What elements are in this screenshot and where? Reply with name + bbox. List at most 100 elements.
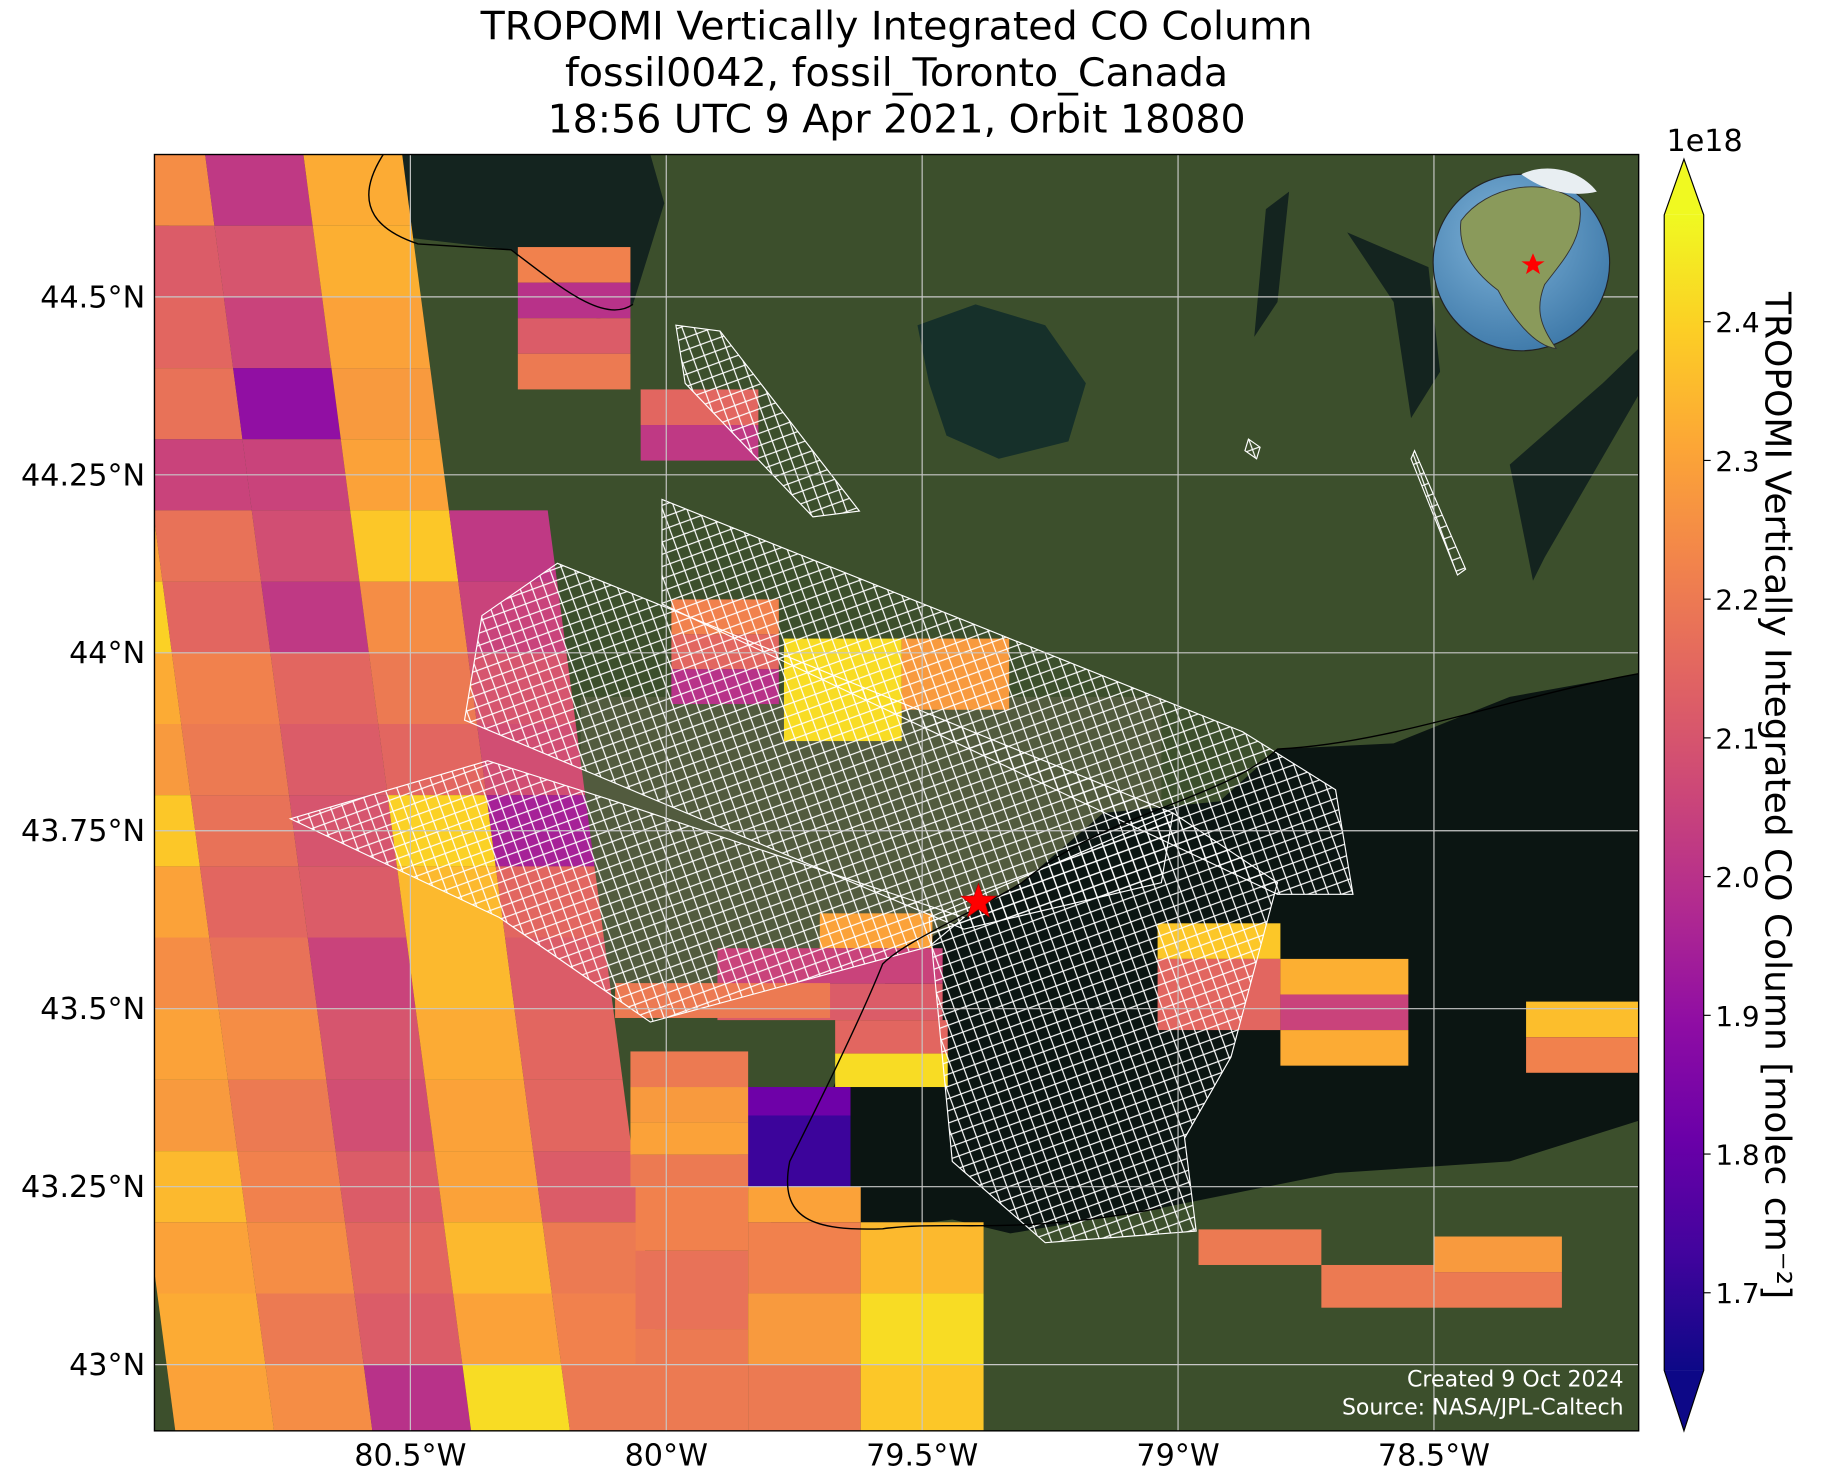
swath-pixel: [223, 296, 332, 369]
swath-pixel: [227, 1079, 336, 1152]
swath-pixel: [209, 937, 318, 1009]
x-tick-label: 80.5°W: [354, 1439, 466, 1474]
swath-pixel: [251, 510, 360, 582]
colorbar-tick-label: 1.9: [1715, 1000, 1759, 1033]
map: [36, 154, 1639, 1431]
credit-text: Created 9 Oct 2024: [1407, 1368, 1624, 1393]
footprints: [288, 324, 1467, 1244]
swath-pixel: [354, 1293, 463, 1365]
swath-pixel: [331, 368, 440, 440]
swath-pixel: [154, 296, 234, 369]
swath-pixel: [551, 1293, 660, 1365]
pixel: [1433, 1236, 1562, 1273]
swath-pixel: [406, 937, 515, 1009]
pixel: [635, 1186, 749, 1251]
swath-pixel: [256, 1293, 364, 1365]
y-tick-label: 43°N: [69, 1348, 145, 1383]
y-tick-label: 44.25°N: [21, 458, 145, 493]
pixel: [1433, 1272, 1562, 1308]
coastline: [368, 154, 1639, 1230]
grid: [154, 154, 1639, 1431]
swath-pixel: [453, 1293, 562, 1365]
x-tick-label: 78.5°W: [1378, 1439, 1490, 1474]
swath-pixel: [363, 1364, 472, 1431]
swath-pixel: [307, 937, 416, 1009]
pixel: [1321, 1264, 1434, 1308]
swath-pixel: [162, 581, 271, 653]
colorbar-extend-min: [1664, 1370, 1704, 1431]
title-line: 18:56 UTC 9 Apr 2021, Orbit 18080: [548, 96, 1246, 142]
x-tick-label: 79.5°W: [866, 1439, 978, 1474]
swath-pixel: [448, 510, 558, 582]
swath-pixel: [265, 1364, 373, 1431]
swath-pixel: [415, 1008, 524, 1080]
colorbar-extend-max: [1664, 159, 1704, 215]
site-marker: [959, 882, 997, 918]
swath-pixel: [312, 225, 421, 297]
pixel: [748, 1293, 861, 1365]
y-tick-label: 44°N: [69, 636, 145, 671]
swath-pixel: [154, 866, 210, 938]
globe-land: [1460, 186, 1581, 350]
swath-pixel: [350, 510, 459, 582]
colorbar-tick-label: 2.0: [1715, 861, 1759, 894]
swath-pixel: [233, 368, 341, 440]
credit-text: Source: NASA/JPL-Caltech: [1342, 1396, 1624, 1421]
y-tick-label: 43.5°N: [40, 992, 145, 1027]
swath-pixel: [154, 581, 172, 653]
pixel: [835, 1053, 948, 1088]
colorbar-tick-label: 2.4: [1715, 306, 1759, 339]
swath-pixel: [261, 581, 369, 653]
swath-pixel: [326, 1079, 435, 1152]
footprint: [675, 324, 861, 518]
swath-pixel: [36, 368, 144, 439]
swath-pixel: [425, 1079, 534, 1152]
swath-pixel: [270, 652, 379, 724]
swath-pixel: [246, 1222, 355, 1294]
pixel: [517, 282, 631, 319]
pixel: [1198, 1229, 1322, 1265]
swath-pixel: [368, 652, 478, 724]
y-tick-label: 43.25°N: [21, 1170, 145, 1205]
swath-pixel: [199, 866, 308, 938]
swath-pixel: [279, 723, 388, 796]
colorbar: 1.7 1.8 1.9 2.0 2.1 2.2 2.3 2.4: [1663, 157, 1760, 1433]
swath-pixel: [154, 154, 215, 226]
pixel: [630, 1051, 749, 1088]
globe-inset: [1432, 168, 1611, 352]
colorbar-tick-label: 2.1: [1715, 722, 1759, 755]
swath-pixel: [205, 154, 313, 226]
colorbar-tick-label: 2.2: [1715, 584, 1759, 617]
pixel: [517, 247, 631, 283]
pixel: [517, 353, 631, 390]
swath-pixel: [154, 510, 262, 582]
swath-pixel: [154, 937, 219, 1009]
swath-pixel: [462, 1364, 570, 1431]
lake-simcoe: [917, 304, 1086, 459]
title-line: fossil0042, fossil_Toronto_Canada: [565, 50, 1228, 96]
swath-pixel: [317, 1008, 426, 1080]
swath-pixel: [181, 723, 290, 796]
colorbar-offset: 1e18: [1667, 124, 1743, 159]
axes: 80.5°W 80°W 79.5°W 79°W 78.5°W 43°N 43.25°N 43.…: [21, 280, 1490, 1473]
x-tick-label: 79°W: [1136, 1439, 1219, 1474]
footprint: [661, 498, 1354, 895]
small-lakes: [1254, 191, 1639, 581]
pixel: [748, 1364, 861, 1431]
swath-pixel: [154, 1222, 257, 1294]
swath-pixel: [214, 225, 323, 297]
footprint: [1410, 449, 1467, 576]
swath-pixel: [154, 368, 243, 440]
swath-pixel: [298, 866, 407, 938]
footprint: [1244, 438, 1261, 460]
swath-pixel: [157, 1293, 266, 1365]
pixel: [1280, 958, 1409, 995]
pixel: [630, 1154, 749, 1187]
pixel: [635, 1329, 749, 1431]
pixel: [1280, 994, 1409, 1031]
globe-star: [1521, 253, 1545, 275]
pixel: [517, 318, 631, 354]
swath-pixel: [322, 296, 431, 369]
